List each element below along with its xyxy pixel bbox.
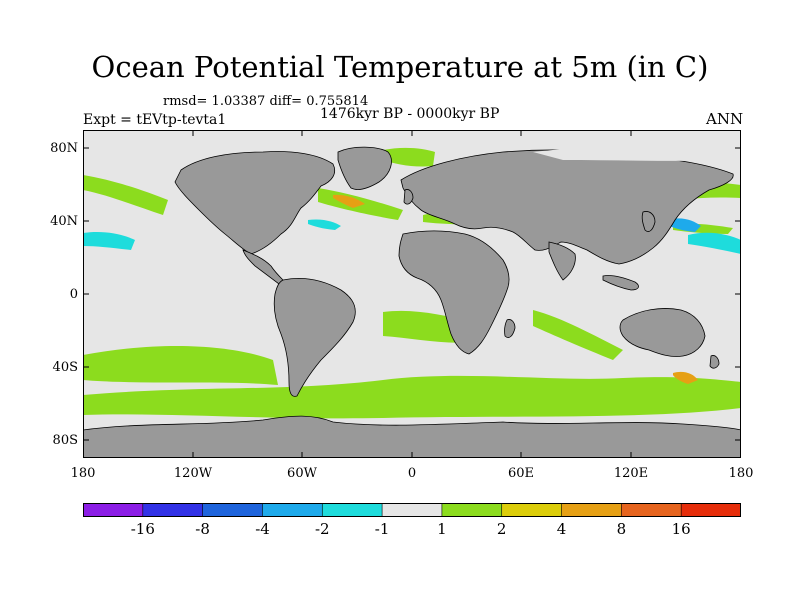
colorbar-bin <box>381 503 443 517</box>
world-map <box>83 130 741 458</box>
british-isles <box>403 189 414 205</box>
colorbar-label: -16 <box>130 520 155 538</box>
anomaly-minus-1-layer <box>83 169 741 254</box>
plot-title: Ocean Potential Temperature at 5m (in C) <box>91 50 709 84</box>
lat-label: 40N <box>50 214 78 229</box>
colorbar-bin <box>621 503 682 517</box>
stats-text: rmsd= 1.03387 diff= 0.755814 <box>163 94 369 109</box>
anomaly-4-8-layer <box>333 194 698 384</box>
lon-label: 0 <box>407 466 417 481</box>
colorbar-bin <box>202 503 264 517</box>
colorbar-label: -4 <box>255 520 270 538</box>
colorbar-bin <box>561 503 623 517</box>
colorbar-bin <box>680 503 741 517</box>
greenland <box>337 146 392 190</box>
anomaly-minus-2-layer <box>668 218 701 232</box>
colorbar-label: -8 <box>195 520 210 538</box>
colorbar-label: -1 <box>374 520 390 538</box>
antarctica <box>83 415 741 458</box>
lat-label: 80N <box>50 141 78 156</box>
period-label: 1476kyr BP - 0000kyr BP <box>320 106 500 122</box>
colorbar-bin <box>501 503 563 517</box>
north-america <box>174 151 336 255</box>
lon-label: 60W <box>287 466 317 481</box>
colorbar-label: 2 <box>496 520 507 538</box>
lat-label: 0 <box>69 287 78 302</box>
colorbar-label: 16 <box>671 520 691 538</box>
new-zealand <box>709 355 720 369</box>
colorbar-label: -2 <box>314 520 330 538</box>
colorbar-label: 1 <box>437 520 447 538</box>
lat-label: 40S <box>52 360 78 375</box>
experiment-label: Expt = tEVtp-tevta1 <box>83 112 227 128</box>
india <box>548 241 576 281</box>
colorbar-label: 8 <box>616 520 627 538</box>
colorbar-bin <box>83 503 144 517</box>
lon-label: 120W <box>173 466 213 481</box>
lat-label: 80S <box>52 433 78 448</box>
lon-label: 120E <box>613 466 649 481</box>
colorbar-bin <box>441 503 503 517</box>
map-frame <box>83 130 741 458</box>
japan <box>641 211 656 232</box>
lon-label: 180 <box>728 466 754 481</box>
south-america <box>273 278 356 397</box>
colorbar <box>83 503 741 517</box>
colorbar-frame <box>83 503 741 517</box>
colorbar-bin <box>321 503 383 517</box>
indonesia <box>602 275 639 291</box>
colorbar-bin <box>262 503 324 517</box>
lon-label: 60E <box>507 466 535 481</box>
land-layer <box>83 146 741 458</box>
colorbar-label: 4 <box>556 520 567 538</box>
missing-data-layer <box>533 147 741 161</box>
australia <box>619 308 706 357</box>
colorbar-bin <box>142 503 204 517</box>
lon-label: 180 <box>70 466 96 481</box>
africa <box>398 230 510 355</box>
madagascar <box>504 319 516 338</box>
season-label: ANN <box>706 110 744 128</box>
